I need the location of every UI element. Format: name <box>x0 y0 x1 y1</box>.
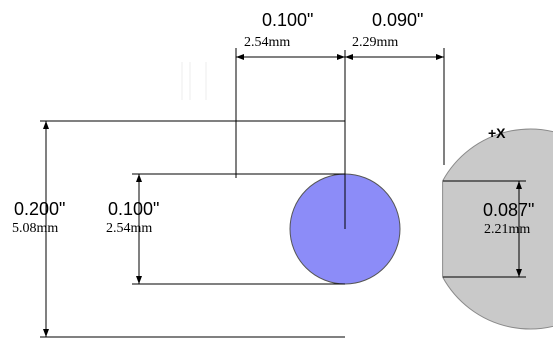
top-arrow-center-left <box>337 54 345 60</box>
outer-height-arrow-top <box>43 121 49 129</box>
outer-body <box>442 128 553 330</box>
flat-height-inches-label: 0.087" <box>483 200 534 220</box>
inner-height-arrow-top <box>136 174 142 182</box>
top-arrow-left <box>236 54 244 60</box>
top-arrow-right <box>436 54 444 60</box>
flat-height-arrow-top <box>516 181 522 189</box>
flat-height-mm-label: 2.21mm <box>484 222 530 237</box>
top-right-mm-label: 2.29mm <box>352 35 398 50</box>
top-arrow-center-right <box>345 54 353 60</box>
top-right-inches-label: 0.090" <box>372 10 423 30</box>
flat-height-arrow-bottom <box>516 269 522 277</box>
top-left-inches-label: 0.100" <box>262 10 313 30</box>
top-left-mm-label: 2.54mm <box>244 35 290 50</box>
faint-ghost-marks <box>181 62 207 100</box>
outer-height-arrow-bottom <box>43 329 49 337</box>
inner-height-inches-label: 0.100" <box>108 199 159 219</box>
axis-label: +X <box>488 125 506 141</box>
inner-height-arrow-bottom <box>136 276 142 284</box>
outer-height-inches-label: 0.200" <box>14 199 65 219</box>
outer-height-mm-label: 5.08mm <box>12 221 58 236</box>
inner-height-mm-label: 2.54mm <box>106 221 152 236</box>
